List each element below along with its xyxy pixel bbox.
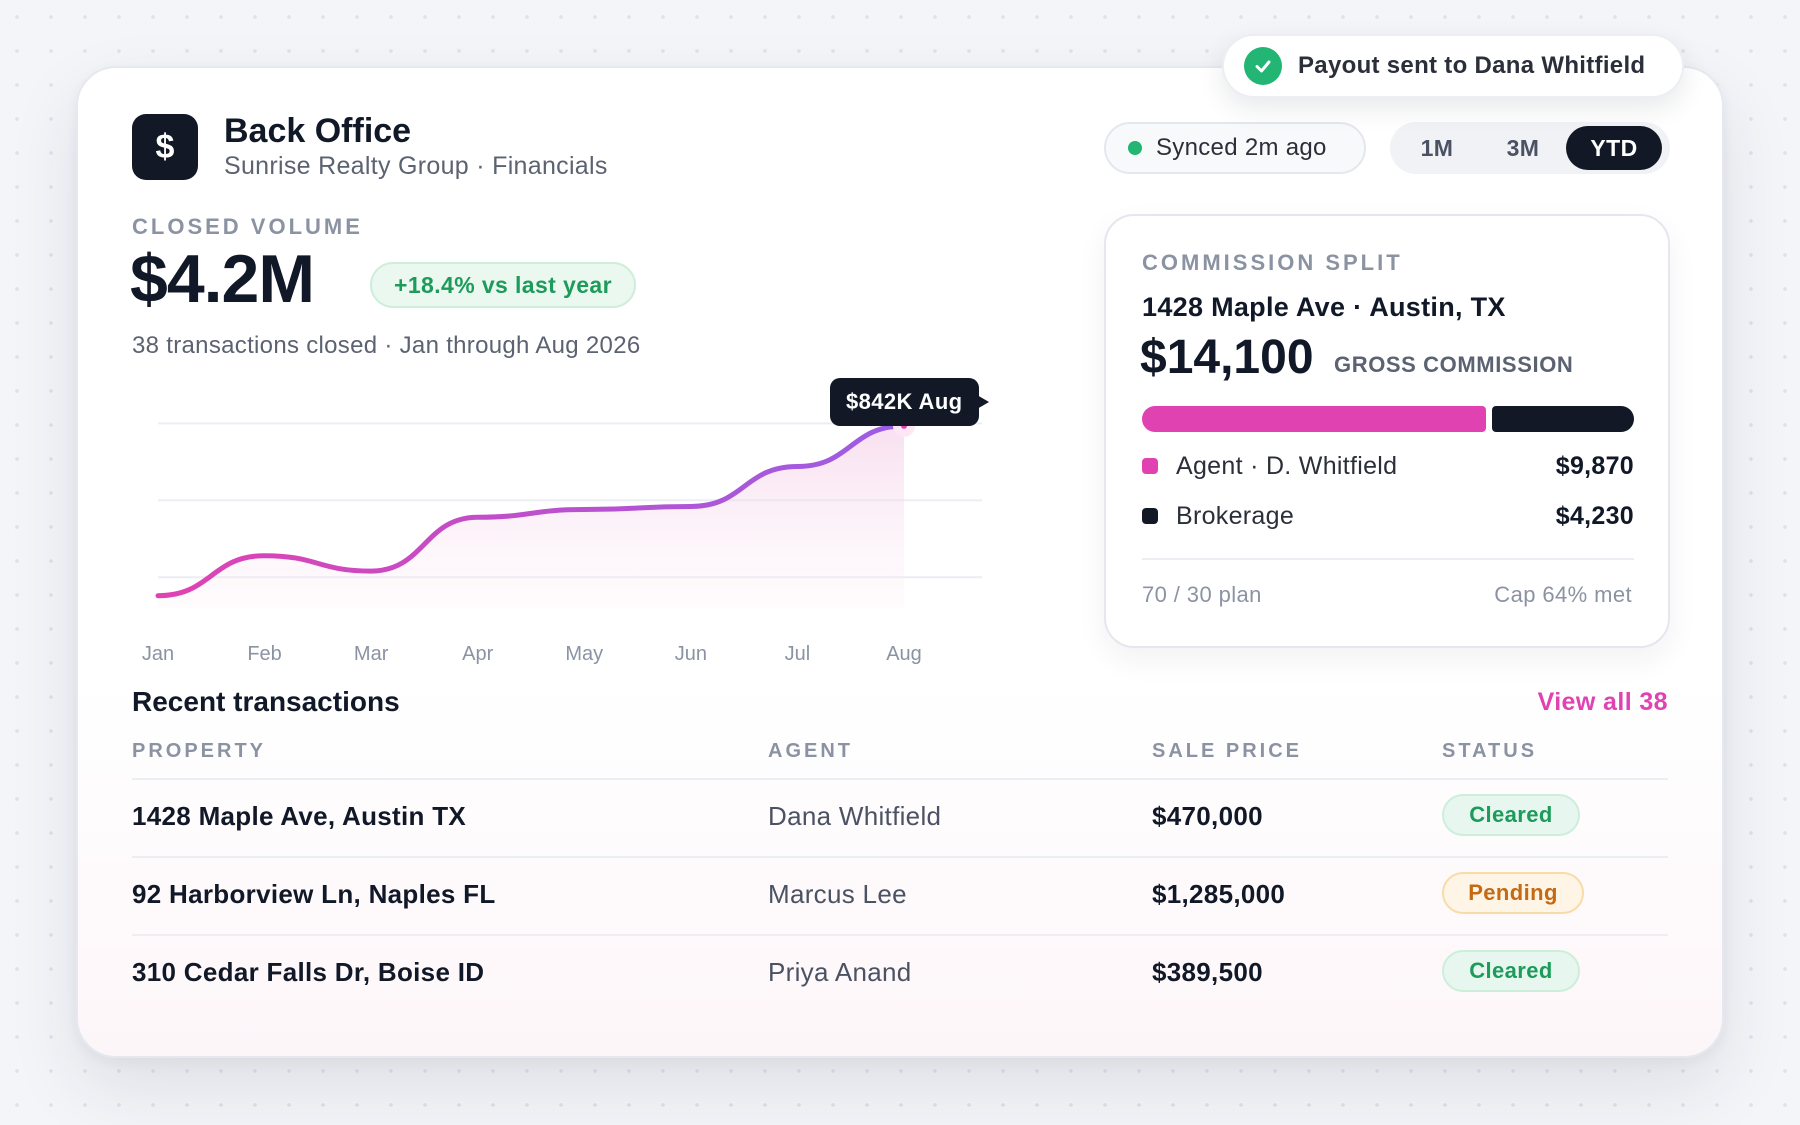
table-row-property[interactable]: 310 Cedar Falls Dr, Boise ID (132, 957, 485, 987)
table-row-agent: Dana Whitfield (768, 801, 942, 831)
table-row-price: $389,500 (1152, 957, 1263, 987)
gross-commission-label: GROSS COMMISSION (1334, 352, 1574, 377)
chart-tooltip: $842K Aug (830, 378, 988, 426)
status-badge: Cleared (1442, 794, 1580, 836)
table-row-agent: Priya Anand (768, 957, 912, 987)
x-axis-label: Jan (142, 643, 174, 665)
col-sale-price[interactable]: SALE PRICE (1152, 740, 1303, 762)
range-ytd-button[interactable]: YTD (1566, 126, 1662, 170)
commission-split-panel: COMMISSION SPLIT 1428 Maple Ave · Austin… (1104, 214, 1670, 648)
kpi-change-badge: +18.4% vs last year (370, 262, 636, 308)
x-axis-label: Jul (785, 643, 811, 665)
back-office-card: $ Back Office Sunrise Realty Group · Fin… (76, 66, 1724, 1058)
chart-area (158, 425, 904, 608)
kpi-value: $4.2M (130, 241, 315, 317)
gross-commission-amount: $14,100 (1140, 331, 1314, 384)
range-3m-button[interactable]: 3M (1506, 134, 1540, 161)
check-circle-icon (1244, 47, 1282, 85)
table-row-agent: Marcus Lee (768, 879, 907, 909)
table-row-price: $470,000 (1152, 801, 1263, 831)
split-row-agent: Agent · D. Whitfield $9,870 (1142, 448, 1634, 484)
col-property[interactable]: PROPERTY (132, 740, 267, 762)
brokerage-name: Brokerage (1176, 501, 1295, 530)
chart-line (155, 423, 907, 599)
sync-status: Synced 2m ago (1104, 122, 1366, 174)
agent-amount: $9,870 (1555, 451, 1634, 480)
dollar-logo-icon: $ (132, 114, 198, 180)
range-1m-button[interactable]: 1M (1420, 134, 1454, 161)
status-badge: Cleared (1442, 950, 1580, 992)
toast-message: Payout sent to Dana Whitfield (1298, 52, 1646, 79)
split-row-brokerage: Brokerage $4,230 (1142, 498, 1634, 534)
payout-toast[interactable]: Payout sent to Dana Whitfield (1222, 34, 1684, 98)
commission-label: COMMISSION SPLIT (1142, 250, 1403, 275)
app-title: Back Office (224, 112, 412, 150)
brokerage-legend-swatch (1142, 508, 1158, 524)
closed-volume-chart: Jan Feb Mar Apr May Jun Jul Aug (142, 414, 982, 665)
split-bar (1142, 406, 1634, 432)
row-divider (132, 934, 1668, 936)
panel-divider (1142, 558, 1634, 560)
split-bar-agent (1142, 406, 1487, 432)
table-row-property[interactable]: 92 Harborview Ln, Naples FL (132, 879, 496, 909)
table-header-divider (132, 778, 1668, 780)
status-badge: Pending (1442, 872, 1584, 914)
sync-text: Synced 2m ago (1156, 134, 1327, 161)
commission-address: 1428 Maple Ave · Austin, TX (1142, 292, 1506, 322)
split-plan: 70 / 30 plan (1142, 582, 1262, 607)
col-status[interactable]: STATUS (1442, 740, 1538, 762)
transactions-title: Recent transactions (132, 686, 400, 717)
x-axis-label: Aug (886, 643, 922, 665)
range-selector: 1M 3M YTD (1390, 122, 1670, 174)
table-row-price: $1,285,000 (1152, 879, 1286, 909)
x-axis-label: Feb (247, 643, 281, 665)
x-axis-label: Apr (462, 643, 493, 665)
x-axis-label: Jun (675, 643, 707, 665)
agent-legend-swatch (1142, 458, 1158, 474)
x-axis-label: May (565, 643, 603, 665)
agent-name: Agent · D. Whitfield (1176, 451, 1398, 480)
app-subtitle: Sunrise Realty Group · Financials (224, 152, 608, 180)
x-axis-label: Mar (354, 643, 389, 665)
kpi-label: CLOSED VOLUME (132, 214, 363, 239)
sync-dot-icon (1128, 141, 1142, 155)
table-row-property[interactable]: 1428 Maple Ave, Austin TX (132, 801, 467, 831)
row-divider (132, 856, 1668, 858)
split-bar-brokerage (1492, 406, 1634, 432)
kpi-subtitle: 38 transactions closed · Jan through Aug… (132, 332, 641, 359)
col-agent[interactable]: AGENT (768, 740, 853, 762)
cap-progress: Cap 64% met (1494, 582, 1632, 607)
view-all-link[interactable]: View all 38 (1537, 688, 1668, 716)
brokerage-amount: $4,230 (1555, 501, 1634, 530)
